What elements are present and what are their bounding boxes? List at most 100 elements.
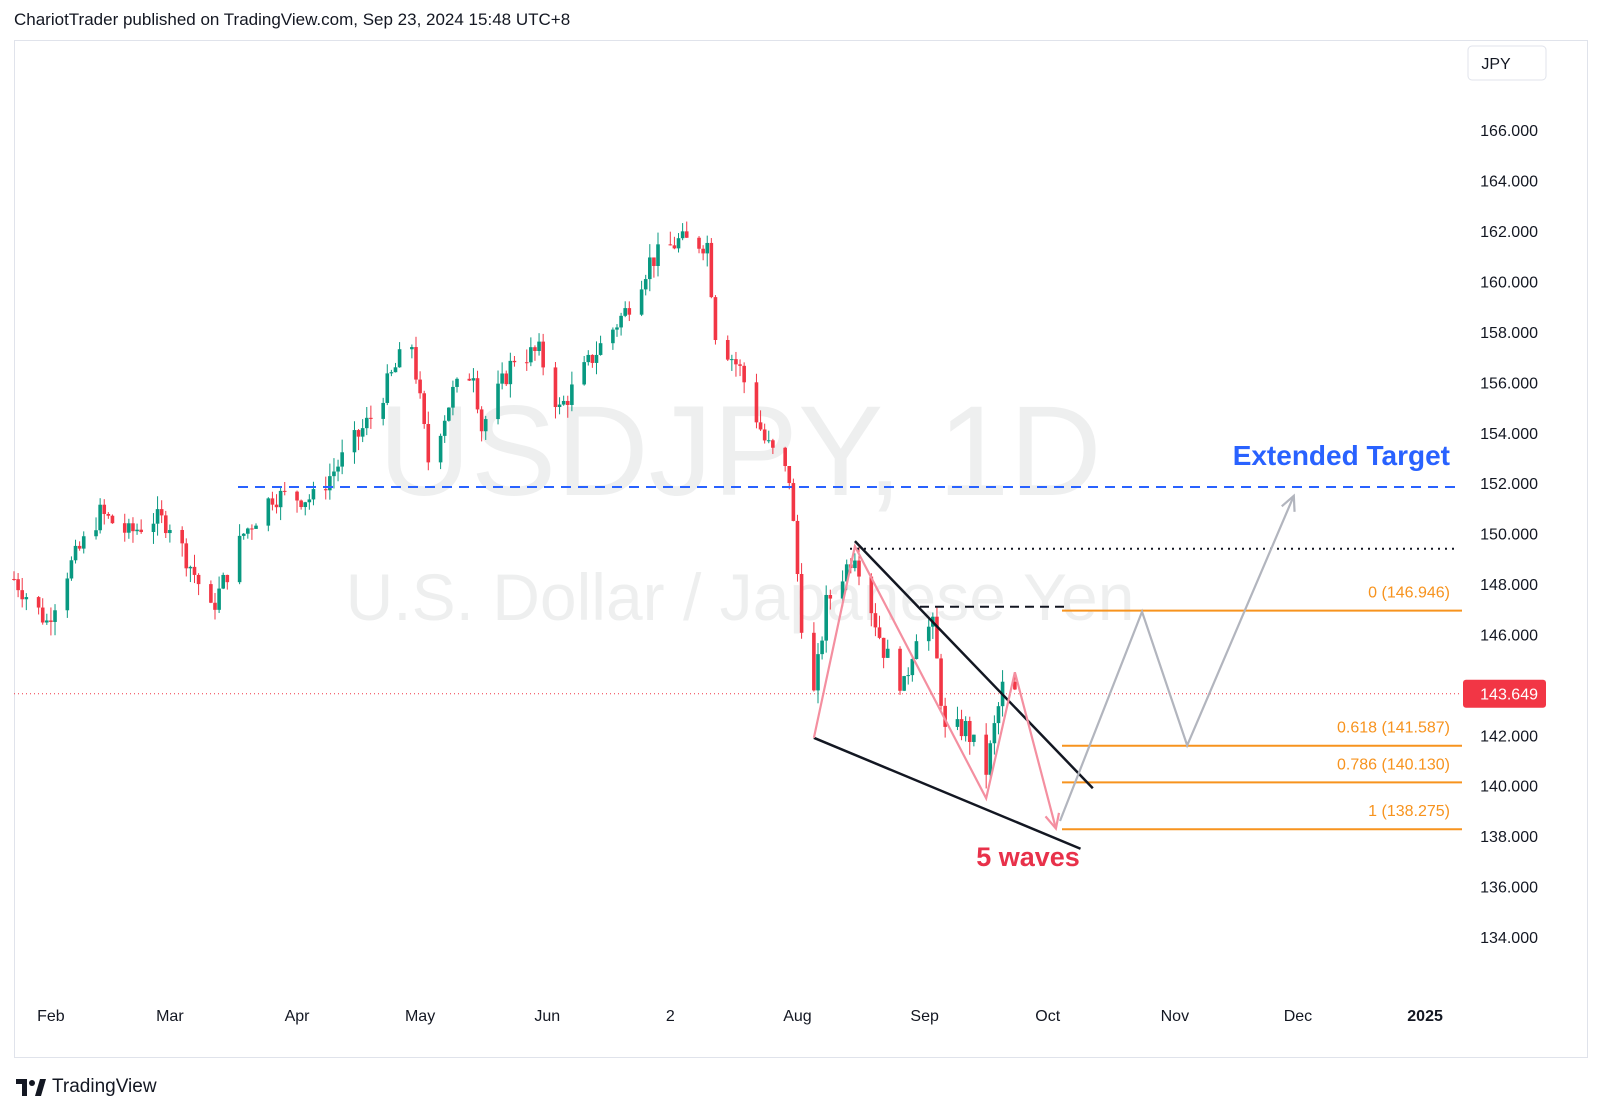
candle-body-2024-02-21 <box>131 523 135 532</box>
waves-label: 5 waves <box>976 842 1080 872</box>
candle-body-2024-07-04 <box>680 231 685 239</box>
candle-body-2024-02-12 <box>94 530 98 537</box>
candle-body-2024-04-15 <box>352 430 357 453</box>
candle-body-2024-05-22 <box>504 373 509 385</box>
candle-body-2024-09-13 <box>972 734 976 742</box>
y-tick-label-16: 166.000 <box>1480 123 1538 140</box>
candle-body-2024-06-03 <box>553 367 558 408</box>
x-tick-label-3: May <box>405 1008 435 1025</box>
candle-body-2024-06-25 <box>643 279 648 290</box>
fib-label-2: 0.786 (140.130) <box>1337 756 1450 773</box>
y-tick-label-6: 146.000 <box>1480 627 1538 644</box>
waves-path <box>812 542 1057 829</box>
tradingview-logo-icon <box>16 1078 46 1096</box>
candle-body-2024-07-30 <box>787 466 792 484</box>
candle-body-2024-06-06 <box>565 400 570 405</box>
candle-body-2024-05-09 <box>451 386 455 408</box>
candle-body-2024-02-07 <box>73 545 78 561</box>
candle-body-2024-09-05 <box>939 658 943 706</box>
candle-body-2024-05-15 <box>475 378 480 410</box>
candle-body-2024-09-09 <box>955 719 960 727</box>
candle-body-2024-09-17 <box>988 743 993 775</box>
candle-body-2024-04-16 <box>356 430 361 437</box>
candle-body-2024-03-25 <box>266 498 271 526</box>
y-tick-label-4: 142.000 <box>1480 728 1538 745</box>
x-tick-label-10: Dec <box>1284 1008 1312 1025</box>
candle-body-2024-06-10 <box>582 362 586 385</box>
candle-body-2024-03-29 <box>282 490 287 492</box>
candle-body-2024-04-25 <box>393 367 398 373</box>
candle-body-2024-07-03 <box>676 238 681 249</box>
footer: TradingView <box>16 1076 157 1098</box>
candle-body-2024-05-07 <box>442 420 447 436</box>
candle-body-2024-07-29 <box>783 447 787 467</box>
candle-body-2024-05-13 <box>467 378 472 381</box>
candle-body-2024-07-22 <box>754 382 759 423</box>
candle-body-2024-02-22 <box>135 529 139 532</box>
candle-body-2024-08-12 <box>840 581 845 599</box>
candle-body-2024-05-17 <box>483 419 488 432</box>
candle-body-2024-09-02 <box>926 626 931 642</box>
candle-body-2024-06-14 <box>598 343 603 355</box>
candle-body-2024-08-28 <box>906 675 911 677</box>
wedge-upper-line <box>854 540 1094 790</box>
candle-body-2024-03-15 <box>225 574 230 583</box>
currency-label: JPY <box>1481 56 1511 73</box>
candle-body-2024-02-05 <box>65 578 70 611</box>
candle-body-2024-06-17 <box>611 329 615 344</box>
candle-body-2024-03-21 <box>250 528 254 530</box>
x-tick-label-9: Nov <box>1161 1008 1189 1025</box>
x-tick-label-5: 2 <box>666 1008 675 1025</box>
candle-body-2024-03-27 <box>274 504 279 508</box>
candle-body-2024-06-18 <box>615 327 619 330</box>
candle-body-2024-08-15 <box>853 560 857 569</box>
candle-body-2024-05-28 <box>529 347 533 363</box>
candle-body-2024-06-12 <box>590 354 595 363</box>
candle-body-2024-02-06 <box>69 560 74 579</box>
candle-body-2024-07-23 <box>758 422 763 430</box>
candle-body-2024-03-26 <box>270 498 275 505</box>
candle-body-2024-02-19 <box>122 523 127 533</box>
candle-body-2024-02-02 <box>53 610 57 622</box>
candle-body-2024-09-18 <box>992 723 997 744</box>
candle-body-2024-07-02 <box>672 245 677 249</box>
candle-body-2024-04-04 <box>307 499 312 503</box>
candle-body-2024-08-30 <box>914 641 919 660</box>
candle-body-2024-08-19 <box>869 576 874 614</box>
candle-body-2024-02-16 <box>110 515 115 524</box>
waves-arrowhead <box>1044 812 1061 832</box>
y-tick-label-0: 134.000 <box>1480 930 1538 947</box>
candle-body-2024-04-11 <box>336 466 340 472</box>
candle-body-2024-07-19 <box>742 365 746 383</box>
candle-body-2024-07-31 <box>791 483 796 521</box>
candle-body-2024-09-10 <box>959 719 964 737</box>
y-tick-label-11: 156.000 <box>1480 375 1538 392</box>
candle-body-2024-04-10 <box>332 471 336 477</box>
candle-body-2024-05-01 <box>418 379 422 394</box>
candle-body-2024-06-05 <box>561 400 566 405</box>
candle-body-2024-08-22 <box>881 637 886 658</box>
candle-body-2024-06-13 <box>594 354 599 363</box>
candle-body-2024-06-21 <box>627 308 632 315</box>
candle-body-2024-01-24 <box>16 579 20 591</box>
candle-body-2024-04-26 <box>397 349 402 368</box>
candle-body-2024-05-29 <box>533 347 537 351</box>
candle-body-2024-03-14 <box>221 574 226 589</box>
y-tick-label-13: 160.000 <box>1480 275 1538 292</box>
candle-body-2024-08-26 <box>898 648 902 691</box>
candle-body-2024-03-13 <box>217 588 221 610</box>
candle-body-2024-07-05 <box>684 231 689 238</box>
candle-body-2024-04-02 <box>299 500 303 508</box>
candle-body-2024-04-03 <box>303 502 308 508</box>
candle-body-2024-04-30 <box>414 347 418 380</box>
chart-frame[interactable] <box>14 40 1588 1058</box>
last-price-label: 143.649 <box>1480 687 1538 704</box>
candle-body-2024-02-08 <box>77 545 82 549</box>
candle-body-2024-08-06 <box>816 654 820 691</box>
candle-body-2024-03-08 <box>196 574 201 585</box>
candle-body-2024-04-22 <box>381 402 385 419</box>
candle-body-2024-03-18 <box>237 535 242 583</box>
candle-body-2024-06-26 <box>648 257 652 280</box>
candle-body-2024-05-31 <box>541 341 545 368</box>
